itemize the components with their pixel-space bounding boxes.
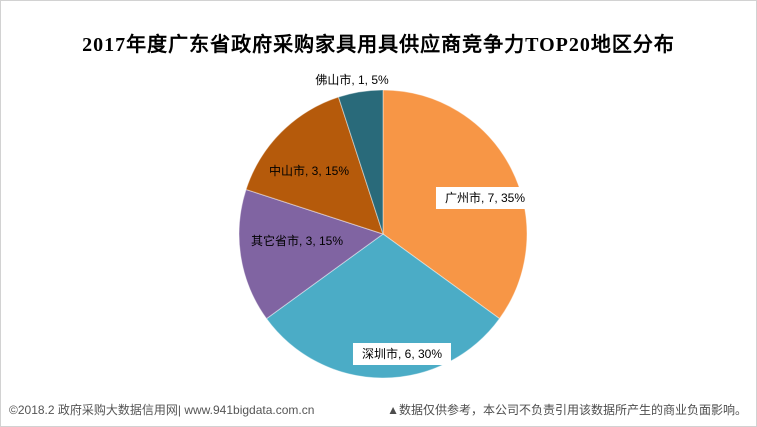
footer-disclaimer: ▲数据仅供参考，本公司不负责引用该数据所产生的商业负面影响。 bbox=[387, 403, 747, 417]
pie-label-shenzhen: 深圳市, 6, 30% bbox=[352, 343, 452, 365]
pie-slice-4 bbox=[245, 96, 384, 235]
pie-label-guangzhou: 广州市, 7, 35% bbox=[435, 187, 535, 209]
pie-slice-2 bbox=[265, 233, 501, 379]
footer-source: ©2018.2 政府采购大数据信用网| www.941bigdata.com.c… bbox=[9, 403, 315, 417]
pie-label-other-provinces: 其它省市, 3, 15% bbox=[250, 234, 344, 248]
pie-label-zhongshan: 中山市, 3, 15% bbox=[268, 164, 350, 178]
pie-slice-3 bbox=[238, 188, 385, 320]
pie-slice-5 bbox=[337, 89, 384, 235]
chart-title: 2017年度广东省政府采购家具用具供应商竞争力TOP20地区分布 bbox=[82, 34, 675, 56]
pie-label-foshan: 佛山市, 1, 5% bbox=[315, 73, 389, 87]
